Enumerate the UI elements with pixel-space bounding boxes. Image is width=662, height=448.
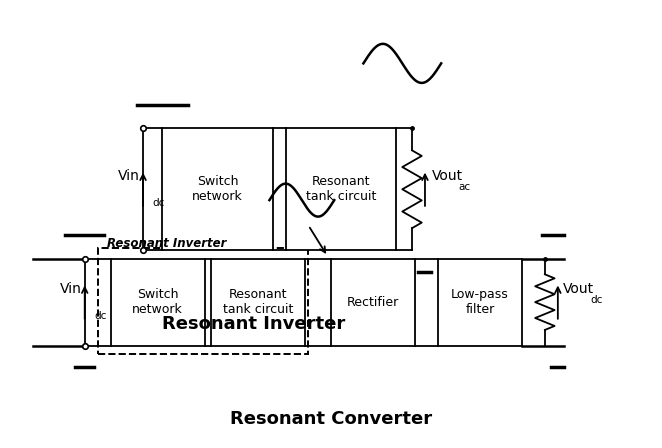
Text: Vin: Vin: [60, 282, 81, 296]
Text: Resonant
tank circuit: Resonant tank circuit: [306, 175, 376, 203]
Text: Resonant Inverter: Resonant Inverter: [107, 237, 227, 250]
Text: ac: ac: [459, 182, 471, 192]
Text: dc: dc: [95, 311, 107, 321]
Bar: [285, 129, 396, 250]
Bar: [438, 259, 522, 345]
Text: Low-pass
filter: Low-pass filter: [451, 288, 509, 316]
Text: Resonant Converter: Resonant Converter: [230, 410, 432, 428]
Bar: [98, 248, 308, 354]
Text: Resonant
tank circuit: Resonant tank circuit: [223, 288, 293, 316]
Text: Vout: Vout: [432, 169, 463, 183]
Bar: [211, 259, 305, 345]
Bar: [111, 259, 205, 345]
Bar: [162, 129, 273, 250]
Text: Switch
network: Switch network: [132, 288, 183, 316]
Text: Vout: Vout: [563, 282, 594, 296]
Text: dc: dc: [153, 198, 165, 208]
Text: Resonant Inverter: Resonant Inverter: [162, 315, 345, 333]
Bar: [331, 259, 415, 345]
Text: Vin: Vin: [118, 169, 140, 183]
Text: dc: dc: [591, 295, 602, 305]
Text: Switch
network: Switch network: [192, 175, 243, 203]
Text: Rectifier: Rectifier: [347, 296, 399, 309]
